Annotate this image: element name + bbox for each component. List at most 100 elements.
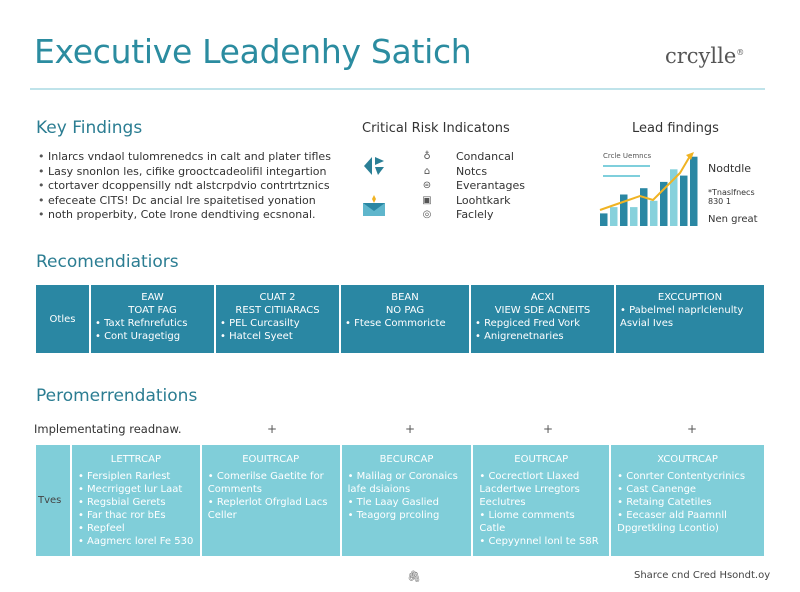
key-findings-heading: Key Findings bbox=[36, 118, 143, 138]
logo-text: crcylle bbox=[665, 44, 737, 68]
column-title: CUAT 2 REST CITIIARACS bbox=[235, 292, 320, 316]
chart-side-label: Nen great bbox=[708, 214, 758, 225]
column-title: BECURCAP bbox=[379, 454, 434, 465]
trend-arrow-icon bbox=[686, 152, 694, 160]
column-card: EAW TOAT FAGTaxt RefnrefuticsCont Uraget… bbox=[89, 283, 216, 355]
lead-findings-heading: Lead findings bbox=[632, 121, 719, 136]
bell-icon: ♁ bbox=[423, 151, 431, 162]
lock-icon: ⌂ bbox=[423, 165, 431, 177]
column-bullet: Retaing Catetiles bbox=[617, 496, 758, 509]
chart-bar bbox=[660, 181, 668, 226]
plus-icon[interactable]: + bbox=[405, 422, 416, 436]
column-title: EOUITRCAP bbox=[242, 454, 300, 465]
column-bullet: Pabelmel naprlclenulty Asvial Ives bbox=[620, 304, 760, 330]
column-card: BEAN NO PAGFtese Commoricte bbox=[339, 283, 471, 355]
risk-label: Loohtkark bbox=[456, 193, 511, 207]
recommendations-heading: Recomendiatiors bbox=[36, 252, 179, 272]
column-card: ACXI VIEW SDE ACNEITSRepgiced Fred VorkA… bbox=[469, 283, 616, 355]
column-bullet: Cocrectlort Llaxed Lacdertwe Lrregtors E… bbox=[479, 470, 603, 509]
column-bullet: Tle Laay Gaslied bbox=[348, 496, 466, 509]
envelope-star-icon bbox=[363, 195, 385, 216]
chart-side-label: Nodtdle bbox=[708, 162, 752, 175]
lead-findings-chart: Crcle Uemncs bbox=[599, 152, 698, 226]
chart-bar bbox=[630, 207, 638, 226]
column-title: XCOUTRCAP bbox=[657, 454, 718, 465]
column-bullet: Mecrrigget lur Laat bbox=[78, 483, 194, 496]
column-card: CUAT 2 REST CITIIARACSPEL CurcasiltyHatc… bbox=[214, 283, 341, 355]
column-bullet: Replerlot Ofrglad Lacs Celler bbox=[208, 496, 334, 522]
device-icon: ⊜ bbox=[422, 180, 432, 191]
column-title: EAW TOAT FAG bbox=[128, 292, 177, 316]
plus-icon[interactable]: + bbox=[267, 422, 278, 436]
finding-item: Inlarcs vndaol tulomrenedcs in calt and … bbox=[38, 150, 331, 165]
chart-label: Crcle Uemncs bbox=[603, 152, 651, 160]
column-title: LETTRCAP bbox=[110, 454, 161, 465]
column-card: BECURCAP Malilag or Coronaics lafe dsiaio… bbox=[339, 443, 474, 558]
column-bullet: Ftese Commoricte bbox=[345, 317, 465, 330]
chart-bar bbox=[600, 213, 608, 226]
pie-icon bbox=[364, 157, 384, 175]
trend-line bbox=[599, 155, 691, 211]
risk-label: Faclely bbox=[456, 208, 494, 221]
column-bullet: Malilag or Coronaics lafe dsiaions bbox=[348, 470, 466, 496]
column-bullet: Eecaser ald Paamnll Dpgretkling Lcontio) bbox=[617, 509, 758, 535]
column-bullet: Taxt Refnrefutics bbox=[95, 317, 210, 330]
roadmap-heading: Peromerrendations bbox=[36, 386, 198, 406]
plus-icon[interactable]: + bbox=[687, 422, 698, 436]
row-label: Otles bbox=[34, 283, 91, 355]
page-title: Executive Leadenhy Satich bbox=[34, 32, 472, 71]
header-divider bbox=[30, 88, 765, 90]
roadmap-subheading: Implementating readnaw. bbox=[34, 422, 182, 436]
calendar-icon: ▣ bbox=[422, 194, 432, 206]
column-card: EOUTRCAP Cocrectlort Llaxed Lacdertwe Lrr… bbox=[471, 443, 612, 558]
finding-item: ctortaver dcoppensilly ndt alstcrpdvio c… bbox=[38, 179, 331, 194]
column-bullet: Aagmerc lorel Fe 530 bbox=[78, 535, 194, 548]
risk-item: ▣ Loohtkark bbox=[420, 193, 511, 207]
risk-label: Everantages bbox=[456, 179, 525, 192]
footer-text: Sharce cnd Cred Hsondt.oy bbox=[634, 570, 771, 581]
column-bullet: Comerilse Gaetite for Comments bbox=[208, 470, 334, 496]
critical-risk-heading: Critical Risk Indicatons bbox=[362, 121, 510, 136]
plus-icon[interactable]: + bbox=[543, 422, 554, 436]
chart-bar bbox=[690, 156, 698, 226]
column-bullet: Repfeel bbox=[78, 522, 194, 535]
column-bullet: Regsbial Gerets bbox=[78, 496, 194, 509]
registered-icon: ® bbox=[736, 48, 745, 57]
column-bullet: Cast Canenge bbox=[617, 483, 758, 496]
column-bullet: Fersiplen Rarlest bbox=[78, 470, 194, 483]
column-bullet: Teagorg prcoling bbox=[348, 509, 466, 522]
key-findings-list: Inlarcs vndaol tulomrenedcs in calt and … bbox=[38, 150, 331, 223]
logo: crcylle® bbox=[665, 44, 744, 68]
column-bullet: Conrter Contentycrinics bbox=[617, 470, 758, 483]
risk-label: Notcs bbox=[456, 164, 488, 178]
column-bullet: Cepyynnel lonl te S8R bbox=[479, 535, 603, 548]
risk-item: ◎ Faclely bbox=[420, 208, 494, 221]
column-bullet: Anigrenetnaries bbox=[475, 330, 610, 343]
column-card: EOUITRCAP Comerilse Gaetite for CommentsR… bbox=[199, 443, 342, 558]
clip-icon[interactable]: 🖇 bbox=[407, 570, 421, 583]
finding-item: efeceate CITS! Dc ancial lre spaitetised… bbox=[38, 194, 331, 209]
column-card: LETTRCAP Fersiplen RarlestMecrrigget lur … bbox=[69, 443, 202, 558]
chart-bar bbox=[620, 194, 628, 226]
risk-label: Condancal bbox=[456, 150, 514, 163]
risk-item: ⊜ Everantages bbox=[420, 179, 525, 192]
chart-bar bbox=[610, 207, 618, 226]
column-title: BEAN NO PAG bbox=[385, 292, 425, 316]
column-title: ACXI VIEW SDE ACNEITS bbox=[494, 292, 591, 316]
chart-bar bbox=[670, 169, 678, 226]
column-bullet: Cont Uragetigg bbox=[95, 330, 210, 343]
column-title: EXCCUPTION bbox=[657, 292, 723, 303]
column-bullet: Repgiced Fred Vork bbox=[475, 317, 610, 330]
column-bullet: Far thac ror bEs bbox=[78, 509, 194, 522]
chart-side-label: *Tnaslfnecs 830 1 bbox=[708, 188, 755, 206]
column-bullet: Hatcel Syeet bbox=[220, 330, 335, 343]
column-bullet: Liome comments Catle bbox=[479, 509, 603, 535]
column-bullet: PEL Curcasilty bbox=[220, 317, 335, 330]
chart-bar bbox=[680, 175, 688, 226]
finding-item: noth properbity, Cote lrone dendtiving e… bbox=[38, 208, 331, 223]
target-icon: ◎ bbox=[422, 209, 432, 220]
column-card: XCOUTRCAP Conrter ContentycrinicsCast Can… bbox=[609, 443, 766, 558]
risk-item: ⌂ Notcs bbox=[420, 165, 487, 178]
chart-bar bbox=[650, 200, 658, 226]
